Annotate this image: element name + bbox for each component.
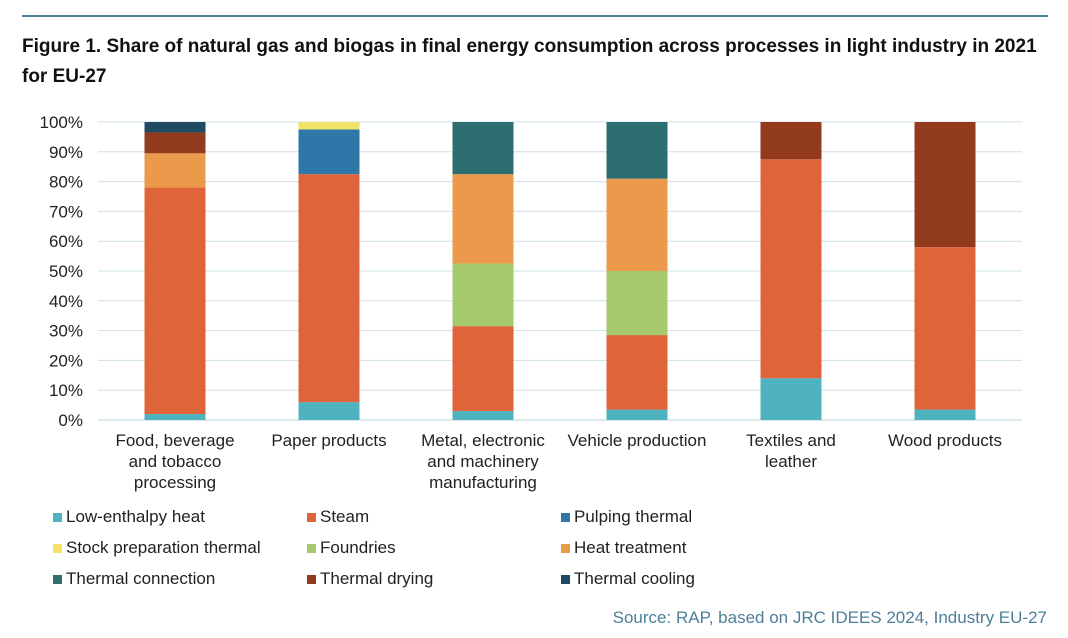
chart-title: Figure 1. Share of natural gas and bioga… bbox=[22, 36, 1037, 87]
bar-segment bbox=[606, 409, 668, 420]
bar-segment bbox=[606, 122, 668, 179]
x-tick-label-line: and tobacco bbox=[128, 452, 222, 471]
y-tick-label: 100% bbox=[40, 113, 83, 132]
bar-segment bbox=[452, 263, 514, 327]
legend-item: Heat treatment bbox=[561, 538, 686, 558]
legend-label: Thermal cooling bbox=[574, 569, 695, 588]
bar-segment bbox=[298, 174, 360, 403]
bar-segment bbox=[914, 409, 976, 420]
bar-segment bbox=[452, 122, 514, 175]
x-tick-label-line: Food, beverage bbox=[115, 431, 235, 450]
y-tick-label: 0% bbox=[58, 411, 83, 430]
y-tick-label: 60% bbox=[49, 232, 83, 251]
legend-swatch bbox=[307, 543, 316, 553]
x-tick-label-line: Wood products bbox=[887, 431, 1003, 450]
bar-segment bbox=[144, 132, 206, 154]
legend-label: Heat treatment bbox=[574, 538, 687, 557]
bar-segment bbox=[144, 414, 206, 420]
source-note: Source: RAP, based on JRC IDEES 2024, In… bbox=[612, 608, 1047, 627]
bar-segment bbox=[606, 335, 668, 410]
x-tick-label: Textiles and leather bbox=[706, 430, 876, 472]
y-tick-label: 40% bbox=[49, 292, 83, 311]
legend-label: Steam bbox=[320, 507, 370, 526]
legend-swatch bbox=[561, 543, 570, 553]
legend-item: Thermal cooling bbox=[561, 569, 695, 589]
bar-segment bbox=[144, 153, 206, 188]
bar-segment bbox=[298, 129, 360, 175]
legend-swatch bbox=[53, 512, 62, 522]
y-tick-label: 90% bbox=[49, 143, 83, 162]
legend-swatch bbox=[561, 512, 570, 522]
x-tick-label: Metal, electronic and machinery manufactur… bbox=[398, 430, 568, 493]
bar-segment bbox=[760, 122, 822, 160]
legend-item: Thermal connection bbox=[53, 569, 215, 589]
legend-label: Low-enthalpy heat bbox=[66, 507, 205, 526]
bar-segment bbox=[144, 187, 206, 415]
x-tick-label: Vehicle production bbox=[552, 430, 722, 451]
y-tick-label: 80% bbox=[49, 173, 83, 192]
bar-segment bbox=[914, 247, 976, 410]
legend-swatch bbox=[53, 574, 62, 584]
y-tick-label: 70% bbox=[49, 202, 83, 221]
x-tick-label-line: Textiles and bbox=[746, 431, 836, 450]
legend-item: Foundries bbox=[307, 538, 396, 558]
x-tick-label-line: manufacturing bbox=[429, 473, 537, 492]
legend-item: Thermal drying bbox=[307, 569, 433, 589]
legend-item: Steam bbox=[307, 507, 369, 527]
bar-segment bbox=[452, 174, 514, 264]
bar-segment bbox=[452, 411, 514, 420]
bar-segment bbox=[760, 159, 822, 379]
x-tick-label-line: Vehicle production bbox=[567, 431, 707, 450]
legend-item: Pulping thermal bbox=[561, 507, 692, 527]
bar-segment bbox=[606, 271, 668, 336]
legend-swatch bbox=[561, 574, 570, 584]
legend-swatch bbox=[53, 543, 62, 553]
legend-label: Pulping thermal bbox=[574, 507, 693, 526]
y-tick-label: 20% bbox=[49, 351, 83, 370]
x-tick-label-line: and machinery bbox=[427, 452, 539, 471]
bar-segment bbox=[144, 122, 206, 133]
legend-label: Foundries bbox=[320, 538, 396, 557]
x-tick-label-line: Metal, electronic bbox=[421, 431, 545, 450]
y-tick-label: 50% bbox=[49, 262, 83, 281]
bar-segment bbox=[606, 178, 668, 271]
x-tick-label-line: leather bbox=[765, 452, 817, 471]
legend-item: Low-enthalpy heat bbox=[53, 507, 205, 527]
bar-segment bbox=[760, 378, 822, 420]
legend-swatch bbox=[307, 512, 316, 522]
x-tick-label-line: processing bbox=[133, 473, 217, 492]
stacked-bar-chart: 0% 10% 20% 30% 40% 50% 60% 70% 80% 90% 100% bbox=[40, 113, 1022, 430]
title-rule bbox=[22, 15, 1048, 17]
bar-segment bbox=[452, 326, 514, 412]
y-tick-label: 30% bbox=[49, 322, 83, 341]
y-tick-label: 10% bbox=[49, 381, 83, 400]
bar-segment bbox=[914, 122, 976, 248]
x-tick-label-line: Paper products bbox=[271, 431, 387, 450]
legend-label: Stock preparation thermal bbox=[66, 538, 261, 557]
legend-label: Thermal connection bbox=[66, 569, 216, 588]
x-tick-label: Paper products bbox=[244, 430, 414, 451]
x-tick-label: Wood products bbox=[860, 430, 1030, 451]
bar-segment bbox=[298, 402, 360, 420]
bar-segment bbox=[298, 122, 360, 130]
legend-item: Stock preparation thermal bbox=[53, 538, 261, 558]
legend-swatch bbox=[307, 574, 316, 584]
legend-label: Thermal drying bbox=[320, 569, 434, 588]
x-tick-label: Food, beverage and tobacco processing bbox=[90, 430, 260, 493]
